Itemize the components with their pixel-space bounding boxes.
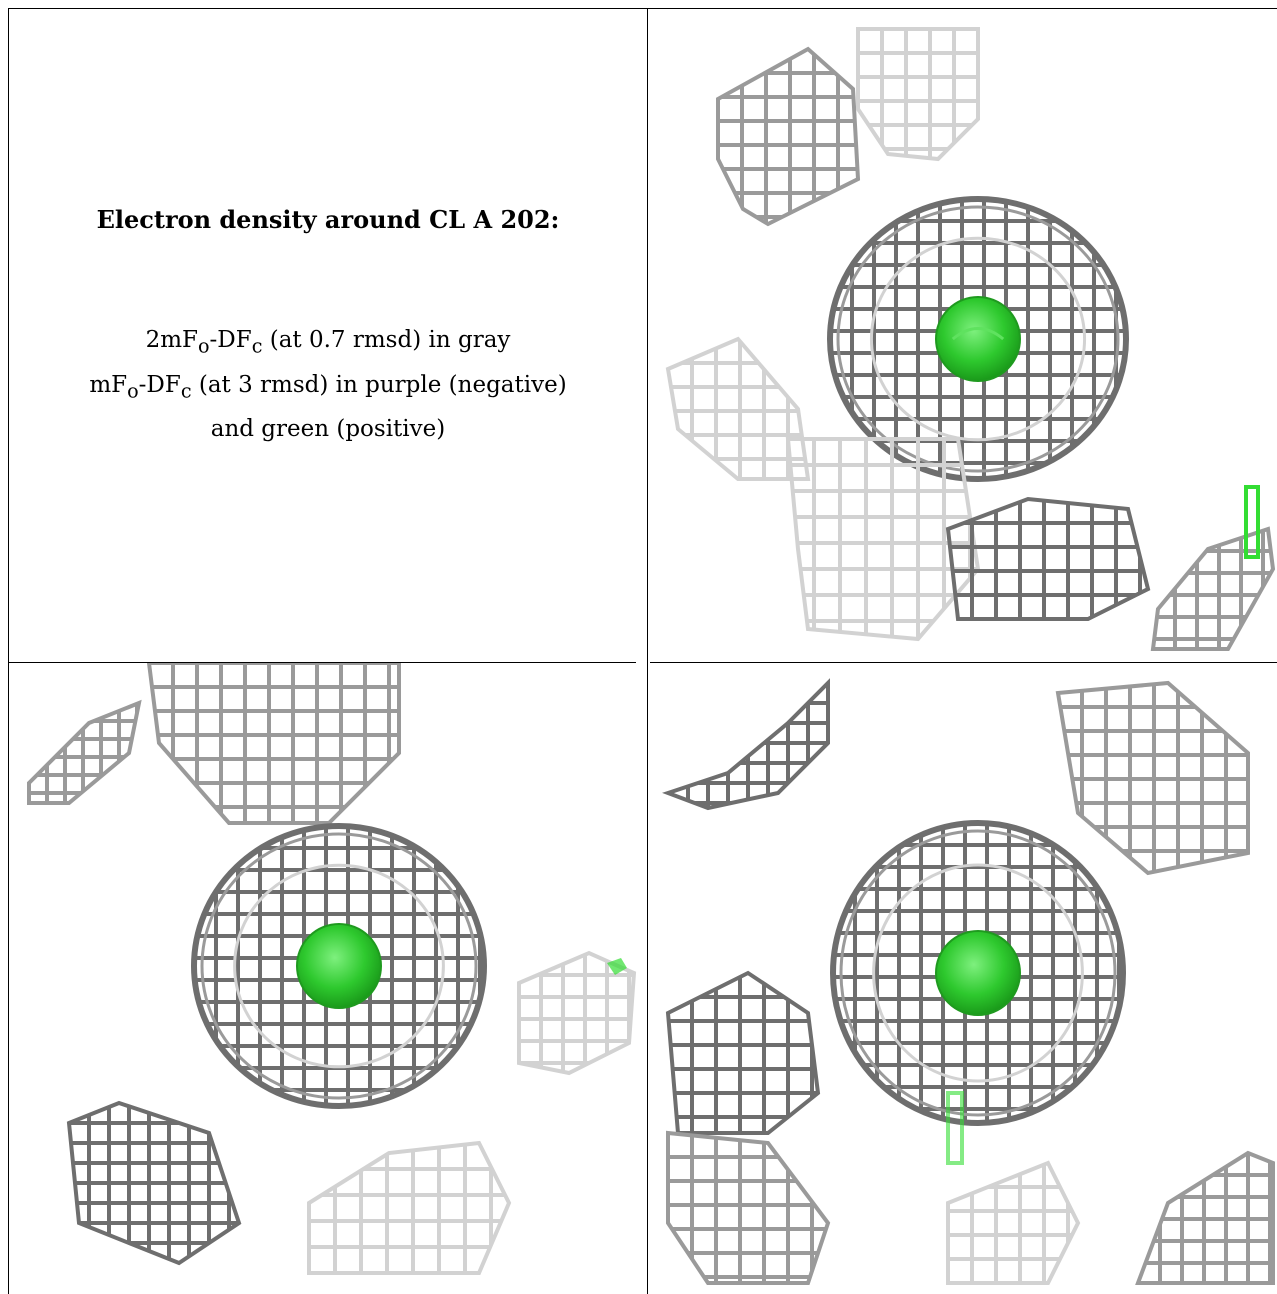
mesh-fragment-left-3	[665, 970, 821, 1135]
mesh-fragment-corner	[1150, 526, 1276, 651]
mesh-fragment-top-left-3	[662, 678, 830, 811]
rule-top	[8, 8, 1277, 9]
positive-difference-density	[1244, 485, 1260, 559]
cl-atom-sphere-2	[296, 923, 382, 1009]
legend-line-green: and green (positive)	[210, 416, 446, 443]
caption-legend: 2mFo-DFc (at 0.7 rmsd) in gray mFo-DFc (…	[9, 321, 647, 448]
mesh-fragment-lower-middle-2	[307, 1140, 512, 1275]
rule-middle-vertical	[647, 8, 648, 1294]
density-svg-3	[662, 678, 1275, 1285]
density-view-bottom-right	[648, 663, 1277, 1294]
positive-difference-density-3	[946, 1091, 964, 1165]
caption-title: Electron density around CL A 202:	[96, 205, 560, 234]
rule-middle-horizontal-right	[650, 662, 1277, 663]
mesh-fragment-lower-left	[66, 1100, 242, 1266]
legend-line-mfo: mFo-DFc (at 3 rmsd) in purple (negative)	[89, 371, 567, 403]
caption-cell: Electron density around CL A 202: 2mFo-D…	[9, 9, 647, 662]
caption: Electron density around CL A 202: 2mFo-D…	[9, 9, 647, 662]
mesh-fragment-lower-left-3	[666, 1130, 831, 1285]
density-view-bottom-left	[9, 663, 647, 1294]
figure-grid: Electron density around CL A 202: 2mFo-D…	[8, 8, 1277, 1294]
mesh-fragment-left	[665, 336, 811, 481]
mesh-fragment-upper-left	[716, 46, 861, 227]
density-svg-2	[27, 663, 637, 1275]
mesh-fragment-top-left	[27, 699, 142, 805]
rule-left	[8, 8, 9, 1294]
legend-line-2mfo: 2mFo-DFc (at 0.7 rmsd) in gray	[145, 327, 511, 358]
mesh-fragment-corner-3	[1135, 1150, 1275, 1285]
mesh-fragment-lower-right	[945, 496, 1151, 621]
mesh-fragment-upper-right	[856, 27, 980, 162]
mesh-fragment-lower-middle-3	[946, 1160, 1081, 1285]
mesh-fragment-top-right-3	[1055, 680, 1250, 876]
mesh-fragment-top	[146, 663, 401, 825]
positive-difference-blob	[607, 958, 627, 975]
cl-atom-sphere-3	[935, 930, 1021, 1016]
density-svg-1	[665, 27, 1276, 651]
density-view-top-right	[648, 9, 1277, 662]
cl-atom-sphere	[935, 296, 1021, 382]
